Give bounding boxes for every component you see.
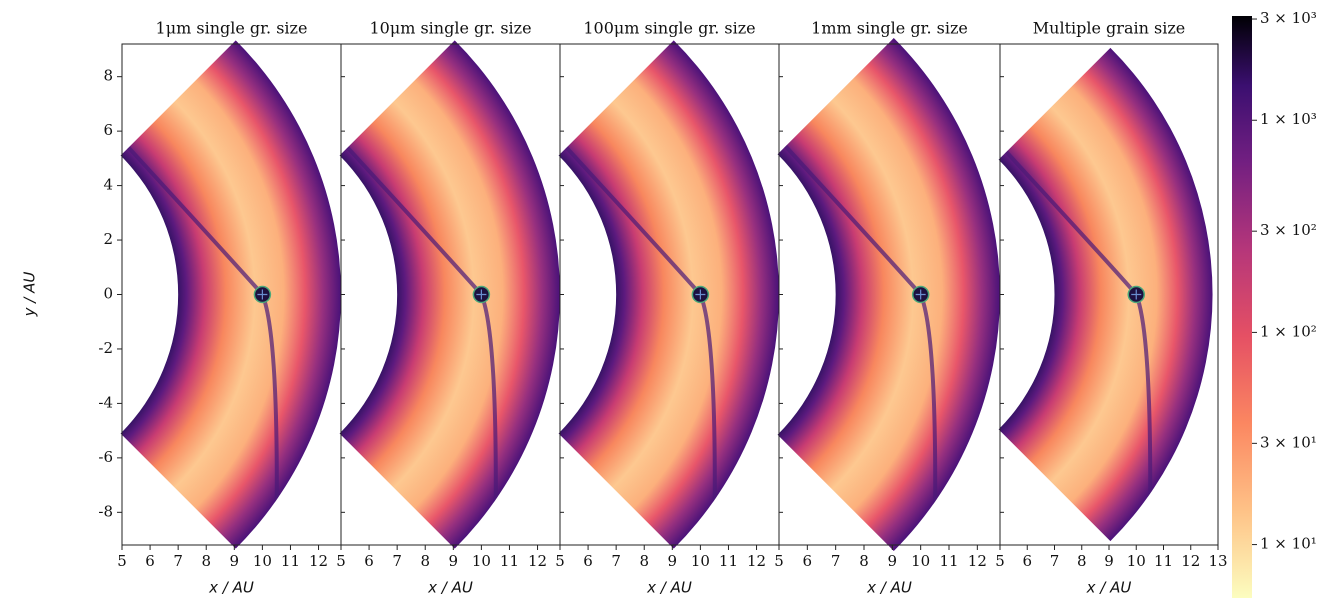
x-tick-label: 10 [1127,552,1146,570]
x-axis-label: x / AU [1086,579,1132,597]
density-wedge [120,40,341,549]
density-wedge [998,47,1213,542]
x-axis-label: x / AU [208,579,254,597]
x-tick-label: 5 [774,552,784,570]
density-wedge [339,40,560,549]
x-tick-label: 7 [1050,552,1060,570]
x-tick-label: 10 [911,552,930,570]
panel-title: 1μm single gr. size [156,19,308,38]
x-tick-label: 7 [831,552,841,570]
x-tick-label: 9 [1104,552,1114,570]
x-tick-label: 8 [859,552,869,570]
colorbar-tick-label: 3 × 10² [1260,221,1317,239]
x-tick-label: 13 [1208,552,1227,570]
x-tick-label: 6 [364,552,374,570]
x-tick-label: 7 [173,552,183,570]
x-tick-label: 5 [555,552,565,570]
x-tick-label: 5 [995,552,1005,570]
x-tick-label: 6 [1022,552,1032,570]
panel-title: 100μm single gr. size [583,19,755,38]
x-tick-label: 11 [719,552,738,570]
planet-cross [476,289,487,300]
colorbar-tick-label: 3 × 10¹ [1260,433,1317,451]
x-tick-label: 8 [420,552,430,570]
colorbar-tick-label: 1 × 10¹ [1260,535,1317,553]
x-tick-label: 6 [583,552,593,570]
x-tick-label: 8 [639,552,649,570]
density-wedge [777,38,1000,551]
colorbar-tick-label: 1 × 10³ [1260,110,1317,128]
colorbar-tick-label: 1 × 10² [1260,322,1317,340]
planet-cross [915,289,926,300]
x-tick-label: 9 [668,552,678,570]
y-tick-label: -2 [98,339,113,357]
x-tick-label: 12 [747,552,766,570]
x-tick-label: 10 [253,552,272,570]
x-tick-label: 8 [1077,552,1087,570]
x-tick-label: 12 [1181,552,1200,570]
x-tick-label: 9 [449,552,459,570]
x-tick-label: 7 [611,552,621,570]
panel-title: Multiple grain size [1033,19,1185,38]
x-axis-label: x / AU [427,579,473,597]
y-tick-label: -8 [98,502,113,520]
panel-title: 10μm single gr. size [369,19,531,38]
x-tick-label: 12 [968,552,987,570]
planet-cross [695,289,706,300]
x-tick-label: 8 [201,552,211,570]
y-tick-label: 2 [103,230,113,248]
colorbar-tick-label: 3 × 10³ [1260,9,1317,27]
x-tick-label: 10 [691,552,710,570]
y-tick-label: -6 [98,448,113,466]
x-tick-label: 6 [145,552,155,570]
x-tick-label: 5 [336,552,346,570]
x-tick-label: 7 [392,552,402,570]
y-tick-label: 0 [103,285,113,303]
x-tick-label: 11 [1154,552,1173,570]
colorbar [1232,16,1252,598]
x-tick-label: 5 [117,552,127,570]
y-tick-label: 4 [103,176,113,194]
x-tick-label: 12 [528,552,547,570]
y-axis-label: y / AU [21,272,39,318]
x-axis-label: x / AU [866,579,912,597]
x-tick-label: 12 [309,552,328,570]
y-tick-label: 6 [103,121,113,139]
planet-cross [257,289,268,300]
x-tick-label: 6 [803,552,813,570]
y-tick-label: 8 [103,67,113,85]
x-tick-label: 9 [888,552,898,570]
x-tick-label: 9 [230,552,240,570]
density-wedge [558,40,780,549]
x-tick-label: 10 [472,552,491,570]
x-tick-label: 11 [500,552,519,570]
panel-title: 1mm single gr. size [811,19,968,38]
x-tick-label: 11 [281,552,300,570]
x-axis-label: x / AU [646,579,692,597]
x-tick-label: 11 [939,552,958,570]
y-tick-label: -4 [98,393,113,411]
planet-cross [1131,289,1142,300]
